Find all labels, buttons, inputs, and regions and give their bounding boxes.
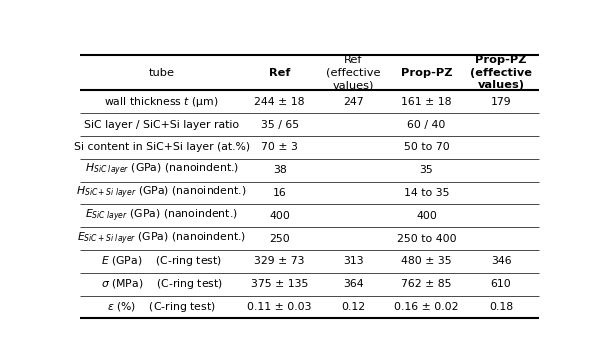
Text: 0.11 ± 0.03: 0.11 ± 0.03 bbox=[248, 302, 312, 312]
Text: 35 / 65: 35 / 65 bbox=[261, 120, 299, 130]
Text: 179: 179 bbox=[491, 97, 512, 107]
Text: $H_{SiC+Si\ layer}$ (GPa) (nanoindent.): $H_{SiC+Si\ layer}$ (GPa) (nanoindent.) bbox=[77, 185, 247, 201]
Text: 250 to 400: 250 to 400 bbox=[397, 234, 457, 244]
Text: Ref: Ref bbox=[269, 68, 291, 78]
Text: 0.12: 0.12 bbox=[341, 302, 365, 312]
Text: 346: 346 bbox=[491, 256, 512, 266]
Text: 762 ± 85: 762 ± 85 bbox=[401, 279, 452, 289]
Text: 610: 610 bbox=[490, 279, 512, 289]
Text: 0.18: 0.18 bbox=[489, 302, 513, 312]
Text: Si content in SiC+Si layer (at.%): Si content in SiC+Si layer (at.%) bbox=[74, 142, 249, 153]
Text: 38: 38 bbox=[273, 165, 287, 175]
Text: $\varepsilon$ (%)    (C-ring test): $\varepsilon$ (%) (C-ring test) bbox=[108, 300, 216, 314]
Text: Prop-PZ
(effective
values): Prop-PZ (effective values) bbox=[470, 55, 532, 90]
Text: 400: 400 bbox=[416, 211, 437, 221]
Text: Prop-PZ: Prop-PZ bbox=[401, 68, 452, 78]
Text: 329 ± 73: 329 ± 73 bbox=[254, 256, 305, 266]
Text: $H_{SiC\ layer}$ (GPa) (nanoindent.): $H_{SiC\ layer}$ (GPa) (nanoindent.) bbox=[85, 162, 239, 178]
Text: 35: 35 bbox=[420, 165, 434, 175]
Text: 244 ± 18: 244 ± 18 bbox=[254, 97, 305, 107]
Text: 0.16 ± 0.02: 0.16 ± 0.02 bbox=[394, 302, 459, 312]
Text: 250: 250 bbox=[269, 234, 290, 244]
Text: 400: 400 bbox=[269, 211, 290, 221]
Text: 375 ± 135: 375 ± 135 bbox=[251, 279, 309, 289]
Text: 60 / 40: 60 / 40 bbox=[407, 120, 446, 130]
Text: $E_{SiC\ layer}$ (GPa) (nanoindent.): $E_{SiC\ layer}$ (GPa) (nanoindent.) bbox=[85, 207, 238, 224]
Text: 313: 313 bbox=[343, 256, 364, 266]
Text: tube: tube bbox=[149, 68, 175, 78]
Text: 50 to 70: 50 to 70 bbox=[403, 142, 449, 153]
Text: 16: 16 bbox=[273, 188, 287, 198]
Text: 364: 364 bbox=[343, 279, 364, 289]
Text: 70 ± 3: 70 ± 3 bbox=[262, 142, 298, 153]
Text: $\sigma$ (MPa)    (C-ring test): $\sigma$ (MPa) (C-ring test) bbox=[101, 277, 223, 291]
Text: 161 ± 18: 161 ± 18 bbox=[401, 97, 452, 107]
Text: 480 ± 35: 480 ± 35 bbox=[401, 256, 452, 266]
Text: $E$ (GPa)    (C-ring test): $E$ (GPa) (C-ring test) bbox=[101, 254, 222, 268]
Text: 247: 247 bbox=[343, 97, 364, 107]
Text: Ref
(effective
values): Ref (effective values) bbox=[326, 55, 381, 90]
Text: $E_{SiC+Si\ layer}$ (GPa) (nanoindent.): $E_{SiC+Si\ layer}$ (GPa) (nanoindent.) bbox=[77, 230, 246, 247]
Text: wall thickness $t$ (μm): wall thickness $t$ (μm) bbox=[104, 95, 219, 109]
Text: SiC layer / SiC+Si layer ratio: SiC layer / SiC+Si layer ratio bbox=[84, 120, 239, 130]
Text: 14 to 35: 14 to 35 bbox=[404, 188, 449, 198]
